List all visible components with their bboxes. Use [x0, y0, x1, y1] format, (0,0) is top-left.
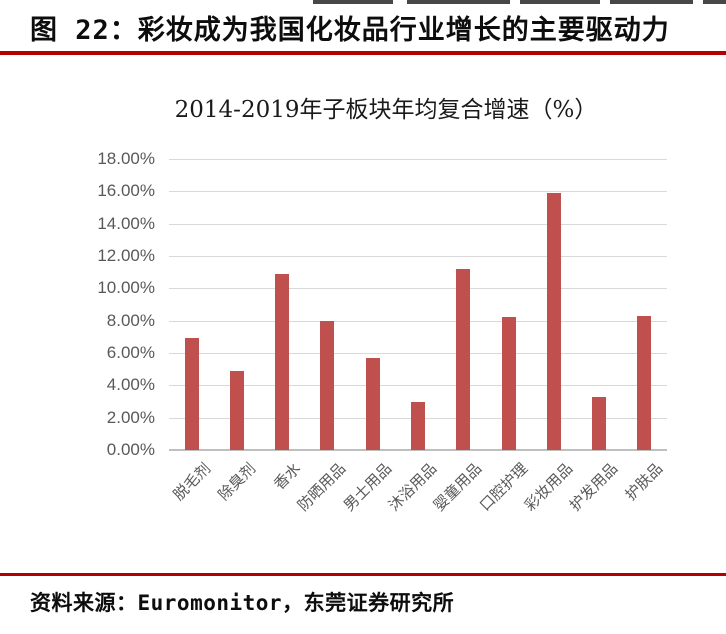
x-axis-tick-label: 婴童用品 [430, 460, 486, 515]
artifact-dash [520, 0, 600, 4]
y-axis-tick-label: 18.00% [97, 149, 155, 168]
gridline [169, 224, 667, 225]
bar-彩妆用品 [546, 192, 561, 450]
gridline [169, 321, 667, 322]
x-axis-tick-label: 护肤品 [622, 460, 667, 504]
y-axis-tick-label: 10.00% [97, 278, 155, 298]
bar-沐浴用品 [411, 401, 425, 450]
bar-香水 [275, 273, 290, 450]
source-note: 资料来源：Euromonitor，东莞证券研究所 [30, 591, 455, 615]
bar-男士用品 [365, 357, 380, 450]
bar-护肤品 [637, 315, 652, 450]
gridline [169, 191, 667, 192]
gridline [169, 256, 667, 257]
artifact-dash [407, 0, 510, 4]
y-axis-tick-label: 6.00% [106, 343, 155, 362]
gridline [169, 288, 667, 289]
y-axis-tick-label: 2.00% [106, 407, 155, 427]
bar-除臭剂 [229, 370, 244, 450]
y-axis-tick-label: 8.00% [106, 310, 155, 330]
top-divider-rule [0, 51, 726, 55]
x-axis-line [169, 449, 667, 451]
y-axis-tick-label: 12.00% [97, 246, 155, 265]
bottom-divider-rule [0, 573, 726, 576]
x-axis-tick-label: 男士用品 [340, 460, 395, 515]
x-axis-tick-label: 香水 [271, 460, 305, 494]
x-axis-tick-label: 沐浴用品 [385, 460, 441, 515]
x-axis-tick-label: 口腔护理 [476, 460, 531, 515]
y-axis-tick-label: 14.00% [97, 213, 155, 233]
gridline [169, 353, 667, 354]
x-axis-tick-label: 防晒用品 [295, 460, 350, 515]
bar-口腔护理 [501, 317, 516, 450]
artifact-dash [610, 0, 693, 4]
bar-护发用品 [592, 396, 607, 450]
bar-防晒用品 [320, 320, 335, 450]
y-axis-tick-label: 4.00% [106, 375, 155, 395]
x-axis-tick-label: 护发用品 [566, 460, 622, 515]
artifact-dash [313, 0, 393, 4]
artifact-dash [703, 0, 726, 4]
y-axis-tick-label: 16.00% [97, 181, 155, 201]
x-axis-tick-label: 脱毛剂 [169, 460, 214, 504]
y-axis-tick-label: 0.00% [106, 440, 155, 459]
bar-脱毛剂 [184, 338, 199, 450]
gridline [169, 159, 667, 160]
gridline [169, 385, 667, 386]
figure-title: 图 22：彩妆成为我国化妆品行业增长的主要驱动力 [30, 15, 670, 46]
bar-婴童用品 [456, 268, 471, 450]
x-axis-tick-label: 彩妆用品 [521, 460, 576, 515]
x-axis-tick-label: 除臭剂 [215, 460, 260, 504]
chart-title: 2014-2019年子板块年均复合增速（%） [174, 97, 598, 123]
